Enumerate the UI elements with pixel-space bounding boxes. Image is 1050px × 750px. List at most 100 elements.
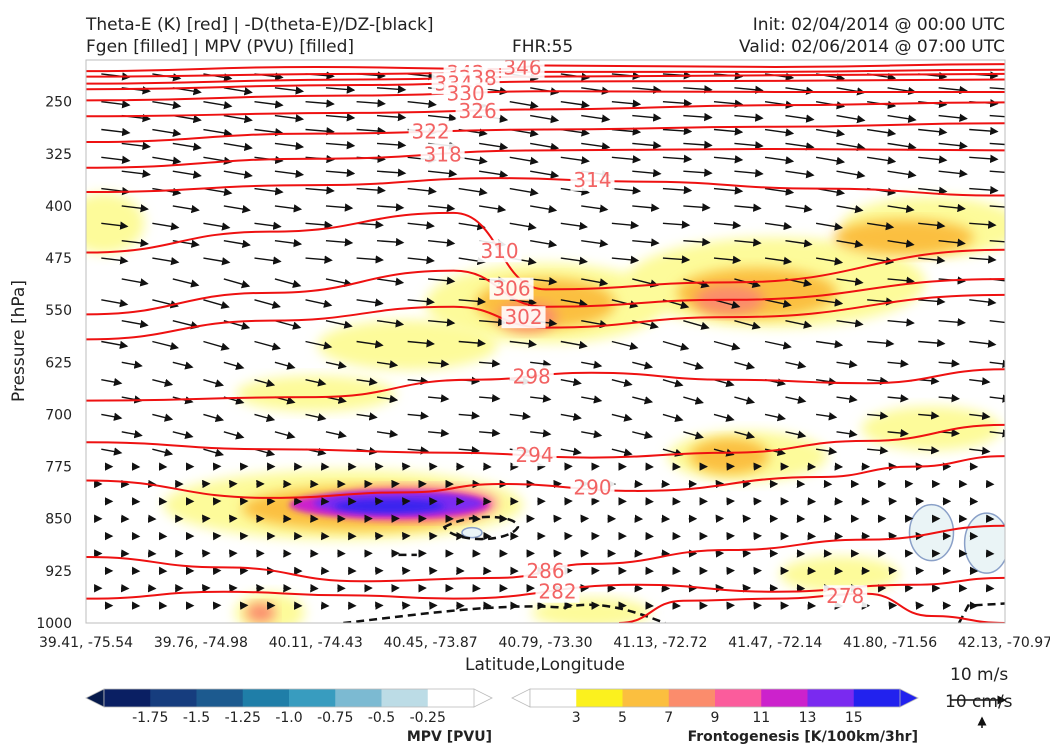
- mpv-colorbar-label: MPV [PVU]: [407, 729, 492, 745]
- wind-arrow: [121, 278, 149, 287]
- wind-arrow: [989, 429, 1005, 438]
- frontogenesis-colorbar: 3 5 7 9 11 13 15: [511, 688, 919, 726]
- theta-e-label: 346: [503, 55, 541, 79]
- fgen-blob: [861, 406, 1002, 451]
- wind-arrow: [458, 297, 487, 306]
- wind-arrow: [815, 222, 844, 231]
- wind-arrow: [734, 85, 764, 94]
- wind-arrow: [101, 155, 131, 164]
- wind-arrow: [611, 220, 640, 230]
- wind-arrow: [611, 413, 633, 422]
- wind-reference-key: [950, 695, 1007, 728]
- wind-arrow: [376, 168, 407, 177]
- wind-arrow: [325, 238, 354, 247]
- colorbar-swatch: [715, 689, 762, 707]
- wind-arrow: [203, 448, 225, 457]
- colorbar-swatch: [761, 689, 808, 707]
- wind-arrow: [101, 100, 131, 109]
- wind-arrow: [581, 204, 609, 213]
- wind-arrow: [376, 140, 407, 150]
- wind-arrow: [305, 99, 335, 108]
- wind-arrow: [632, 113, 662, 122]
- wind-arrow: [632, 396, 654, 405]
- wind-arrow: [274, 431, 296, 440]
- wind-arrow: [458, 338, 487, 348]
- wind-arrow: [203, 187, 233, 197]
- wind-arrow: [581, 239, 609, 248]
- wind-arrow: [815, 298, 844, 307]
- colorbar-swatch: [196, 689, 244, 707]
- colorbar-tick-label: 5: [618, 710, 627, 726]
- colorbar-swatch: [807, 689, 855, 707]
- wind-arrow: [356, 99, 386, 108]
- wind-arrow: [254, 100, 284, 109]
- dthetae-contour: [343, 603, 666, 623]
- wind-arrow: [203, 257, 231, 266]
- wind-arrow: [203, 299, 230, 310]
- wind-arrow: [101, 221, 129, 230]
- wind-arrow: [734, 141, 764, 150]
- colorbar-swatch: [622, 689, 670, 707]
- wind-arrow: [254, 379, 276, 388]
- theta-e-contour: [86, 423, 1005, 459]
- chart-title-left-2: Fgen [filled] | MPV (PVU) [filled]: [86, 37, 355, 57]
- wind-arrow: [887, 428, 909, 438]
- wind-arrow: [734, 361, 756, 370]
- wind-arrow: [121, 430, 143, 439]
- wind-arrow: [356, 298, 384, 307]
- theta-e-label: 322: [412, 120, 450, 144]
- wind-arrow: [325, 203, 354, 212]
- wind-arrow: [867, 411, 889, 420]
- wind-arrow: [632, 361, 654, 370]
- fgen-blob: [235, 375, 396, 412]
- wind-arrow: [305, 255, 333, 264]
- colorbar-tick-label: 15: [845, 710, 863, 726]
- wind-arrow: [836, 429, 858, 438]
- y-tick-label: 775: [45, 460, 72, 476]
- wind-arrow: [969, 339, 997, 348]
- wind-arrow: [560, 447, 582, 456]
- wind-arrow: [969, 411, 991, 421]
- forecast-hour-label: FHR:55: [512, 37, 574, 57]
- wind-arrow: [764, 413, 786, 422]
- wind-arrow: [785, 360, 807, 370]
- wind-arrow: [172, 204, 200, 214]
- wind-arrow: [479, 393, 501, 403]
- wind-arrow: [867, 156, 897, 165]
- wind-arrow: [305, 220, 333, 230]
- colorbar-end: [85, 688, 105, 708]
- wind-arrow: [530, 429, 552, 438]
- theta-e-label: 326: [459, 99, 497, 123]
- wind-arrow: [918, 446, 940, 455]
- wind-arrow: [581, 360, 603, 369]
- wind-arrow: [938, 203, 966, 213]
- theta-e-contour: [86, 72, 1005, 85]
- theta-e-labels: 3463423383343303263223183143103063022982…: [408, 55, 868, 608]
- fgen-core-inner: [334, 499, 445, 514]
- wind-arrow: [989, 205, 1005, 208]
- theta-e-label-bg: [570, 476, 615, 499]
- wind-arrow: [989, 114, 1005, 118]
- y-tick-label: 250: [45, 95, 72, 111]
- colorbar-swatch: [242, 689, 290, 707]
- fgen-blob: [689, 438, 770, 475]
- wind-arrow: [969, 377, 991, 386]
- wind-arrow: [530, 276, 558, 286]
- wind-arrow: [611, 99, 642, 108]
- wind-arrow: [611, 448, 633, 457]
- wind-arrow: [836, 319, 864, 328]
- wind-arrow: [152, 100, 182, 110]
- wind-arrow: [509, 187, 539, 197]
- wind-arrow: [254, 221, 282, 230]
- wind-arrow: [560, 299, 588, 308]
- wind-arrow: [274, 169, 305, 179]
- colorbar-end: [473, 688, 493, 708]
- colorbar-swatch: [335, 689, 382, 707]
- wind-arrow: [734, 168, 764, 178]
- wind-arrow: [785, 430, 807, 439]
- wind-arrow: [274, 238, 303, 248]
- dthetae-contour: [957, 602, 1005, 623]
- wind-arrow: [867, 222, 895, 231]
- wind-arrow: [407, 297, 435, 306]
- wind-arrow: [356, 255, 384, 264]
